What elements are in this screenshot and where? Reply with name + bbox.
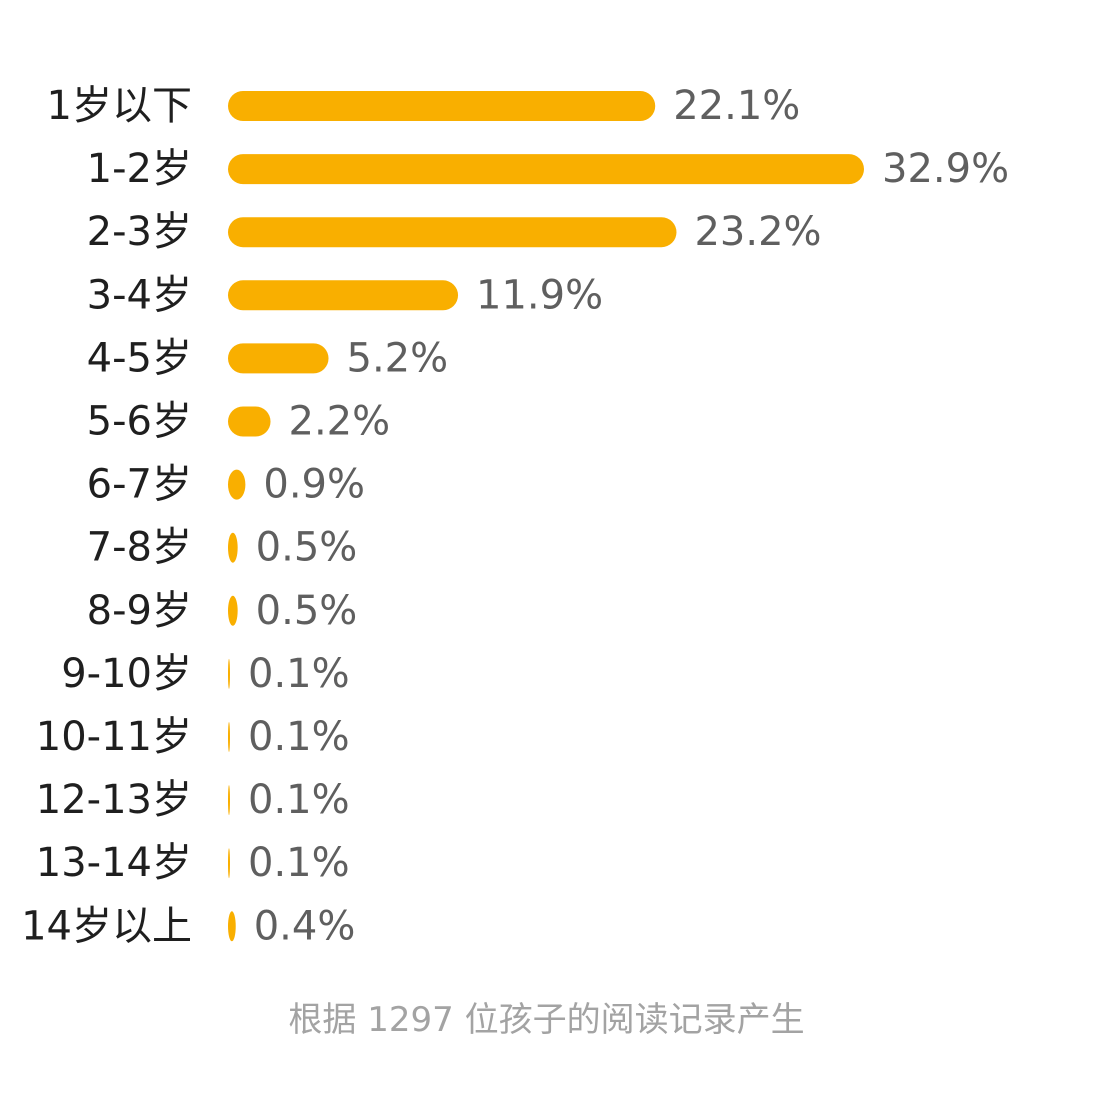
bar [228,658,230,689]
category-label: 3-4岁 [87,272,192,318]
category-label: 1-2岁 [87,146,192,192]
category-label: 6-7岁 [87,462,192,508]
value-label: 32.9% [882,146,1009,192]
category-label: 9-10岁 [61,651,192,697]
bar [228,280,459,311]
bar [228,911,236,942]
bar [228,154,864,185]
bar [228,532,238,563]
category-label: 13-14岁 [36,840,192,886]
category-label: 5-6岁 [87,399,192,445]
bar [228,343,329,374]
value-label: 0.9% [263,462,365,508]
category-label: 4-5岁 [87,335,192,381]
value-label: 22.1% [673,83,800,129]
bar [228,217,677,248]
value-label: 23.2% [694,209,821,255]
value-label: 0.1% [248,651,350,697]
category-label: 7-8岁 [87,525,192,571]
category-label: 8-9岁 [87,588,192,634]
value-label: 2.2% [289,399,391,445]
bar [228,91,656,121]
value-label: 0.4% [254,903,356,949]
bar [228,406,271,437]
category-label: 14岁以上 [21,903,192,949]
bar [228,595,238,626]
category-label: 10-11岁 [36,714,192,760]
value-label: 5.2% [347,335,449,381]
value-label: 0.1% [248,777,350,823]
value-label: 11.9% [476,272,603,318]
value-label: 0.5% [256,588,358,634]
category-label: 2-3岁 [87,209,192,255]
value-label: 0.1% [248,840,350,886]
category-label: 12-13岁 [36,777,192,823]
bar [228,469,246,500]
bar [228,722,230,752]
value-label: 0.1% [248,714,350,760]
bar [228,785,230,816]
bar [228,848,230,879]
category-label: 1岁以下 [47,83,192,129]
chart-footnote: 根据 1297 位孩子的阅读记录产生 [288,1000,805,1040]
value-label: 0.5% [256,525,358,571]
